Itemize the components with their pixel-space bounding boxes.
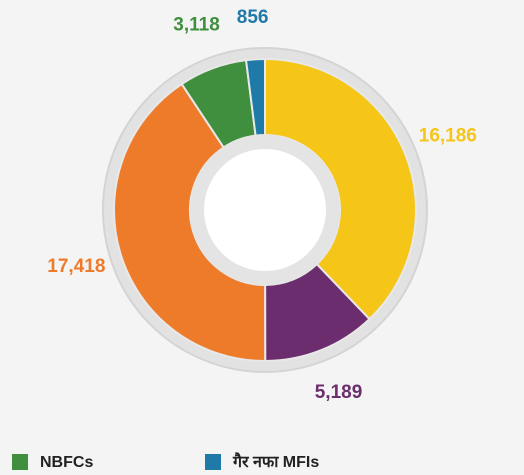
value-label: 5,189 [315, 382, 363, 403]
legend-swatch [205, 454, 221, 470]
legend-swatch [12, 454, 28, 470]
legend-label: गैर नफा MFIs [232, 452, 319, 471]
hole [204, 149, 326, 271]
value-label: 3,118 [173, 14, 220, 35]
value-label: 16,186 [419, 126, 477, 147]
value-label: 17,418 [47, 256, 105, 277]
value-label: 856 [237, 7, 269, 28]
legend-label: NBFCs [40, 454, 93, 471]
